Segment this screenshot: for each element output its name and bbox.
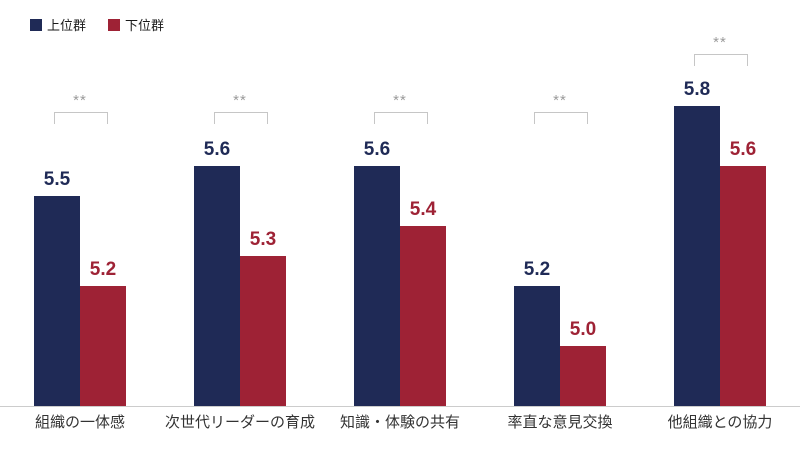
bar-upper-group <box>194 166 240 406</box>
bar-value-label-lower-group: 5.2 <box>89 259 117 280</box>
bar-lower-group <box>560 346 606 406</box>
significance-bracket <box>694 54 748 66</box>
significance-bracket <box>374 112 428 124</box>
legend-swatch-lower-group-icon <box>108 18 121 31</box>
bar-value-label-lower-group: 5.4 <box>409 199 437 220</box>
bar-value-label-upper-group: 5.6 <box>363 139 391 160</box>
bar-value-label-upper-group: 5.5 <box>43 169 71 190</box>
x-axis-line <box>0 406 800 407</box>
category-label: 次世代リーダーの育成 <box>164 414 315 431</box>
bar-value-label-lower-group: 5.0 <box>569 319 597 340</box>
significance-bracket <box>214 112 268 124</box>
category-label: 他組織との協力 <box>667 414 773 431</box>
legend-item-upper-group: 上位群 <box>30 15 86 34</box>
legend-label-upper-group: 上位群 <box>47 18 87 33</box>
significance-bracket <box>54 112 108 124</box>
bar-lower-group <box>240 256 286 406</box>
bar-upper-group <box>514 286 560 406</box>
bar-upper-group <box>354 166 400 406</box>
category-label: 率直な意見交換 <box>507 414 613 431</box>
category-label: 組織の一体感 <box>34 414 125 431</box>
bar-upper-group <box>674 106 720 406</box>
significance-bracket <box>534 112 588 124</box>
significance-label: ** <box>553 92 567 109</box>
significance-label: ** <box>713 34 727 51</box>
bar-lower-group <box>400 226 446 406</box>
bar-value-label-upper-group: 5.2 <box>523 259 551 280</box>
chart-legend: 上位群 下位群 <box>30 15 164 34</box>
bar-upper-group <box>34 196 80 406</box>
category-label: 知識・体験の共有 <box>339 414 460 431</box>
legend-swatch-upper-group-icon <box>30 18 42 31</box>
bar-value-label-lower-group: 5.6 <box>729 139 757 160</box>
bar-lower-group <box>720 166 766 406</box>
bar-value-label-lower-group: 5.3 <box>249 229 277 250</box>
significance-label: ** <box>73 92 87 109</box>
bar-value-label-upper-group: 5.8 <box>683 79 711 100</box>
bar-value-label-upper-group: 5.6 <box>203 139 231 160</box>
significance-label: ** <box>393 92 407 109</box>
legend-item-lower-group: 下位群 <box>108 15 164 34</box>
significance-label: ** <box>233 92 247 109</box>
bar-lower-group <box>80 286 126 406</box>
legend-label-lower-group: 下位群 <box>125 18 165 33</box>
